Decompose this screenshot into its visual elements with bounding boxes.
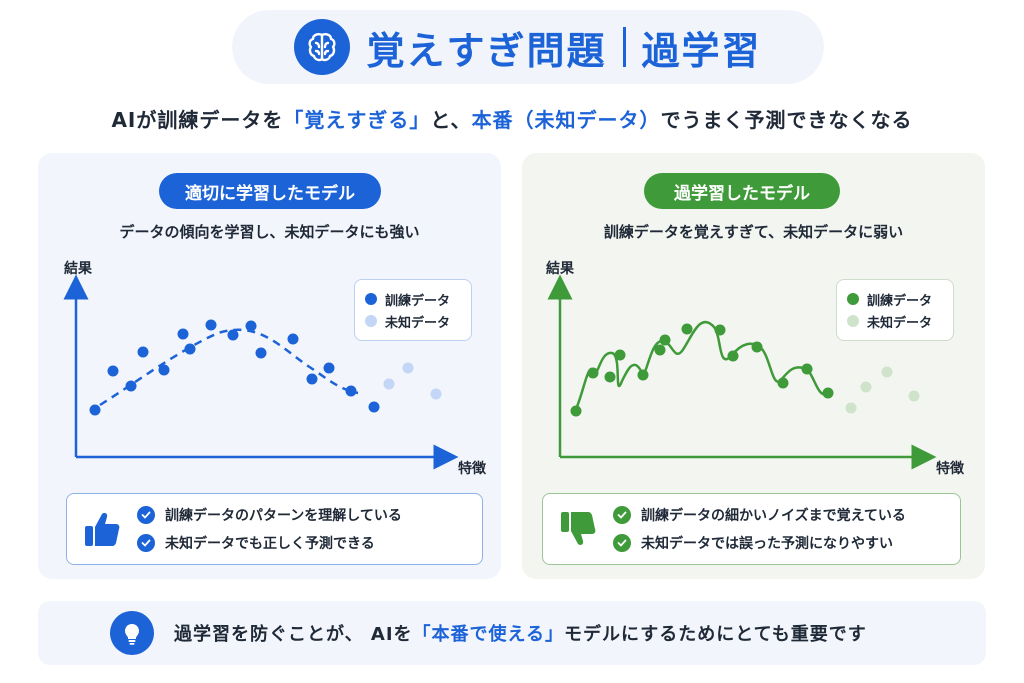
unknown-point [860,381,872,393]
train-point [107,365,119,377]
overfit-model-chart: 結果 特徴 [546,260,965,477]
train-point [255,347,267,359]
x-axis-label: 特徴 [936,460,965,477]
subtitle-highlight1: 「覚えすぎる」 [283,108,431,132]
overfit-model-features: 訓練データの細かいノイズまで覚えている 未知データでは誤った予測になりやすい [542,493,961,565]
unknown-point [383,378,395,390]
lightbulb-icon [110,611,154,655]
title-banner: 覚えすぎ問題 過学習 [232,10,824,84]
feature-item: 未知データでは誤った予測になりやすい [613,533,906,553]
train-point [637,369,649,381]
good-model-panel: 適切に学習したモデル データの傾向を学習し、未知データにも強い 結果 特徴 [38,153,501,579]
thumbs-up-icon [67,509,137,549]
check-icon [137,506,155,524]
train-point [570,405,582,417]
train-point [659,334,671,346]
train-point [714,324,726,336]
conclusion-highlight: 「本番で使える」 [412,624,565,645]
brain-icon [294,19,351,75]
unknown-point [402,362,414,374]
unknown-point [430,388,442,400]
feature-text: 訓練データの細かいノイズまで覚えている [641,508,906,524]
conclusion-part1: 過学習を防ぐことが、 AIを [174,624,413,645]
check-icon [613,534,631,552]
overfit-model-legend: 訓練データ 未知データ [836,279,954,341]
train-point [777,377,789,389]
unknown-point [881,366,893,378]
train-point [125,380,137,392]
legend-item-train: 訓練データ [365,288,461,310]
legend-item-unknown: 未知データ [365,310,461,332]
unknown-point [845,402,857,414]
legend-item-unknown: 未知データ [847,310,943,332]
title-divider [622,27,626,67]
feature-text: 訓練データのパターンを理解している [165,508,402,524]
check-icon [613,506,631,524]
train-point [137,346,149,358]
train-point [306,373,318,385]
legend-dot-unknown [847,315,859,327]
good-model-chart: 結果 特徴 [63,260,487,477]
feature-text: 未知データでは誤った予測になりやすい [641,536,893,552]
overfit-curve [574,320,829,410]
legend-label-train: 訓練データ [867,293,933,309]
feature-item: 訓練データの細かいノイズまで覚えている [613,505,906,525]
conclusion-text: 過学習を防ぐことが、 AIを「本番で使える」モデルにするためにとても重要です [174,620,867,646]
train-point [89,404,101,416]
legend-item-train: 訓練データ [847,288,943,310]
x-axis-label: 特徴 [458,460,487,477]
train-point [345,385,357,397]
train-point [822,387,834,399]
train-point [727,350,739,362]
good-model-chip: 適切に学習したモデル [159,173,381,209]
train-point [227,329,239,341]
page-subtitle-term: 過学習 [641,28,762,73]
feature-text: 未知データでも正しく予測できる [165,536,375,552]
subtitle-part3: でうまく予測できなくなる [660,108,913,132]
unknown-point [908,390,920,402]
page-title: 覚えすぎ問題 [366,28,607,73]
train-point [654,344,666,356]
train-point [587,367,599,379]
train-point [681,323,693,335]
legend-label-unknown: 未知データ [385,315,451,331]
conclusion-part2: モデルにするためにとても重要です [564,624,867,645]
legend-dot-train [847,293,859,305]
legend-label-unknown: 未知データ [867,315,933,331]
legend-dot-train [365,293,377,305]
train-point [184,343,196,355]
train-point [287,333,299,345]
train-point [323,362,335,374]
overfit-model-panel: 過学習したモデル 訓練データを覚えすぎて、未知データに弱い 結果 特徴 [522,153,985,579]
conclusion-banner: 過学習を防ぐことが、 AIを「本番で使える」モデルにするためにとても重要です [38,601,986,665]
subtitle-part1: AIが訓練データを [111,108,284,132]
fit-curve [99,328,359,407]
thumbs-down-icon [543,509,613,549]
legend-dot-unknown [365,315,377,327]
y-axis-label: 結果 [546,260,575,277]
good-model-features: 訓練データのパターンを理解している 未知データでも正しく予測できる [66,493,483,565]
y-axis-label: 結果 [64,260,93,277]
legend-label-train: 訓練データ [385,293,451,309]
feature-item: 未知データでも正しく予測できる [137,533,402,553]
check-icon [137,534,155,552]
subtitle-part2: と、 [430,108,472,132]
feature-item: 訓練データのパターンを理解している [137,505,402,525]
subtitle-highlight2: 本番（未知データ） [471,108,661,132]
subtitle: AIが訓練データを「覚えすぎる」と、本番（未知データ）でうまく予測できなくなる [0,104,1024,133]
train-point [751,341,763,353]
overfit-model-chip: 過学習したモデル [644,173,840,209]
train-point [177,328,189,340]
good-model-legend: 訓練データ 未知データ [354,279,472,341]
train-point [801,363,813,375]
train-point [158,364,170,376]
train-point [604,371,616,383]
train-point [368,401,380,413]
train-point [205,319,217,331]
good-model-description: データの傾向を学習し、未知データにも強い [119,223,420,241]
train-point [245,320,257,332]
overfit-model-description: 訓練データを覚えすぎて、未知データに弱い [603,223,904,241]
train-point [614,349,626,361]
